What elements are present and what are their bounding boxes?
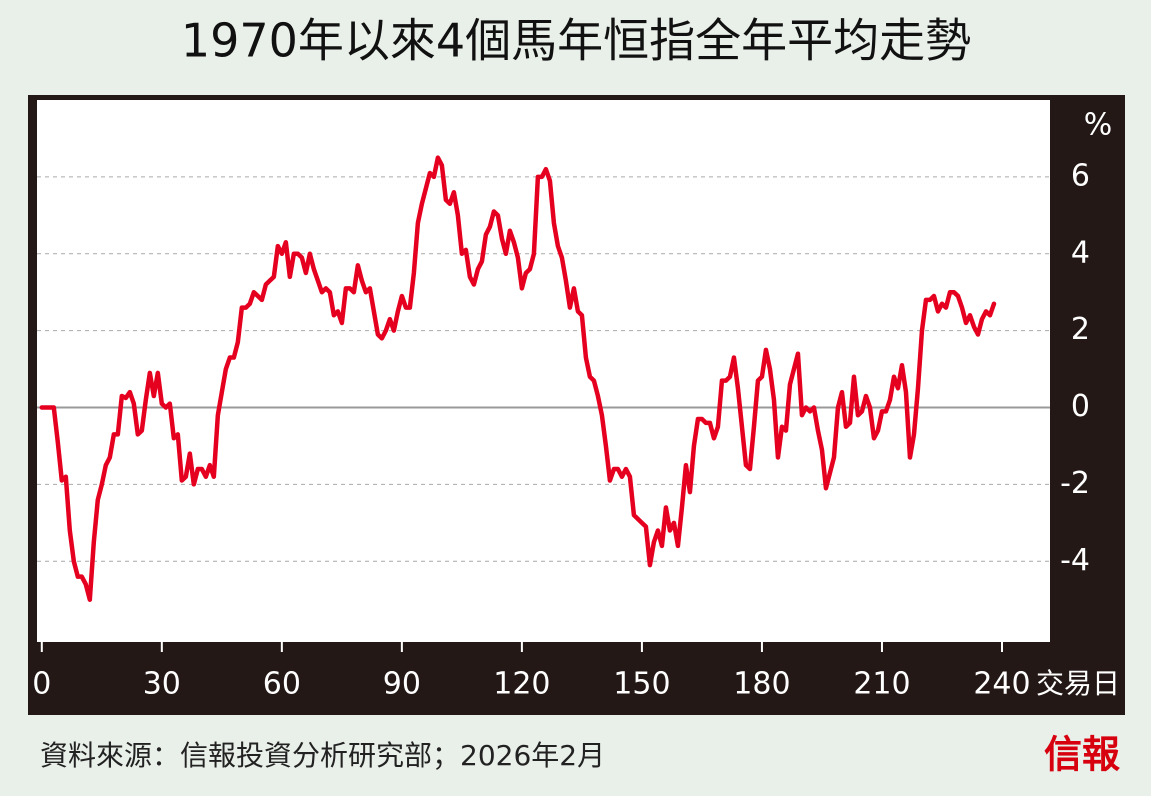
y-tick-label: 2 xyxy=(1071,312,1090,347)
x-tick-label: 0 xyxy=(32,667,51,702)
y-tick-label: 4 xyxy=(1071,235,1090,270)
data-line xyxy=(39,155,997,602)
x-tick-label: 210 xyxy=(853,667,910,702)
plot-area xyxy=(37,100,1050,642)
x-tick-label: 30 xyxy=(143,667,181,702)
source-note: 資料來源：信報投資分析研究部；2026年2月 xyxy=(40,739,605,772)
x-tick-label: 180 xyxy=(733,667,790,702)
brand-logo: 信報 xyxy=(1044,733,1120,777)
x-tick-label: 60 xyxy=(263,667,301,702)
x-tick-label: 90 xyxy=(383,667,421,702)
y-tick-label: 0 xyxy=(1071,389,1090,424)
x-tick-label: 150 xyxy=(613,667,670,702)
y-tick-label: -2 xyxy=(1060,466,1090,501)
x-tick-label: 120 xyxy=(493,667,550,702)
y-axis-label: % xyxy=(1084,108,1113,143)
chart-title: 1970年以來4個馬年恒指全年平均走勢 xyxy=(181,14,971,68)
x-tick-label: 240 xyxy=(973,667,1030,702)
y-tick-label: -4 xyxy=(1060,543,1090,578)
y-tick-label: 6 xyxy=(1071,158,1090,193)
x-axis-label: 交易日 xyxy=(1036,667,1120,700)
